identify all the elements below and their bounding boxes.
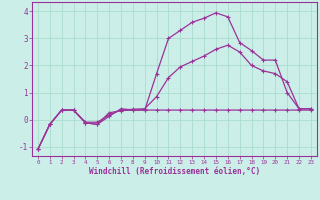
X-axis label: Windchill (Refroidissement éolien,°C): Windchill (Refroidissement éolien,°C): [89, 167, 260, 176]
